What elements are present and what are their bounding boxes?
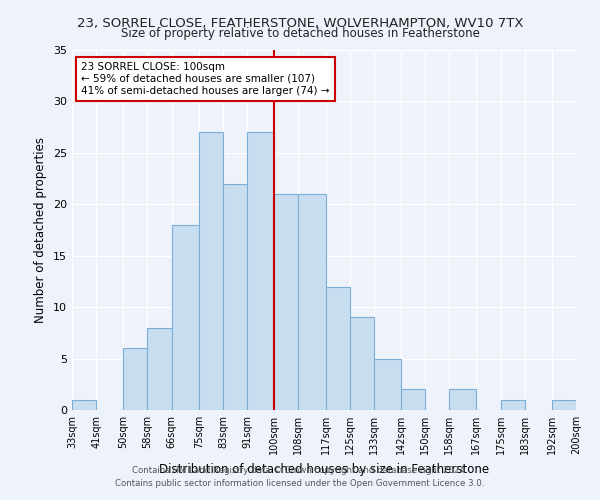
Text: 23 SORREL CLOSE: 100sqm
← 59% of detached houses are smaller (107)
41% of semi-d: 23 SORREL CLOSE: 100sqm ← 59% of detache… xyxy=(81,62,329,96)
Bar xyxy=(199,132,223,410)
Text: 23, SORREL CLOSE, FEATHERSTONE, WOLVERHAMPTON, WV10 7TX: 23, SORREL CLOSE, FEATHERSTONE, WOLVERHA… xyxy=(77,18,523,30)
Bar xyxy=(172,225,199,410)
Bar xyxy=(374,358,401,410)
Bar xyxy=(350,318,374,410)
X-axis label: Distribution of detached houses by size in Featherstone: Distribution of detached houses by size … xyxy=(159,462,489,475)
Bar xyxy=(274,194,298,410)
Bar xyxy=(72,400,96,410)
Y-axis label: Number of detached properties: Number of detached properties xyxy=(34,137,47,323)
Bar xyxy=(247,132,274,410)
Text: Size of property relative to detached houses in Featherstone: Size of property relative to detached ho… xyxy=(121,28,479,40)
Text: Contains HM Land Registry data © Crown copyright and database right 2024.
Contai: Contains HM Land Registry data © Crown c… xyxy=(115,466,485,487)
Bar xyxy=(500,400,524,410)
Bar xyxy=(298,194,326,410)
Bar xyxy=(552,400,576,410)
Bar xyxy=(223,184,247,410)
Bar xyxy=(449,390,476,410)
Bar xyxy=(124,348,148,410)
Bar xyxy=(148,328,172,410)
Bar xyxy=(326,286,350,410)
Bar xyxy=(401,390,425,410)
